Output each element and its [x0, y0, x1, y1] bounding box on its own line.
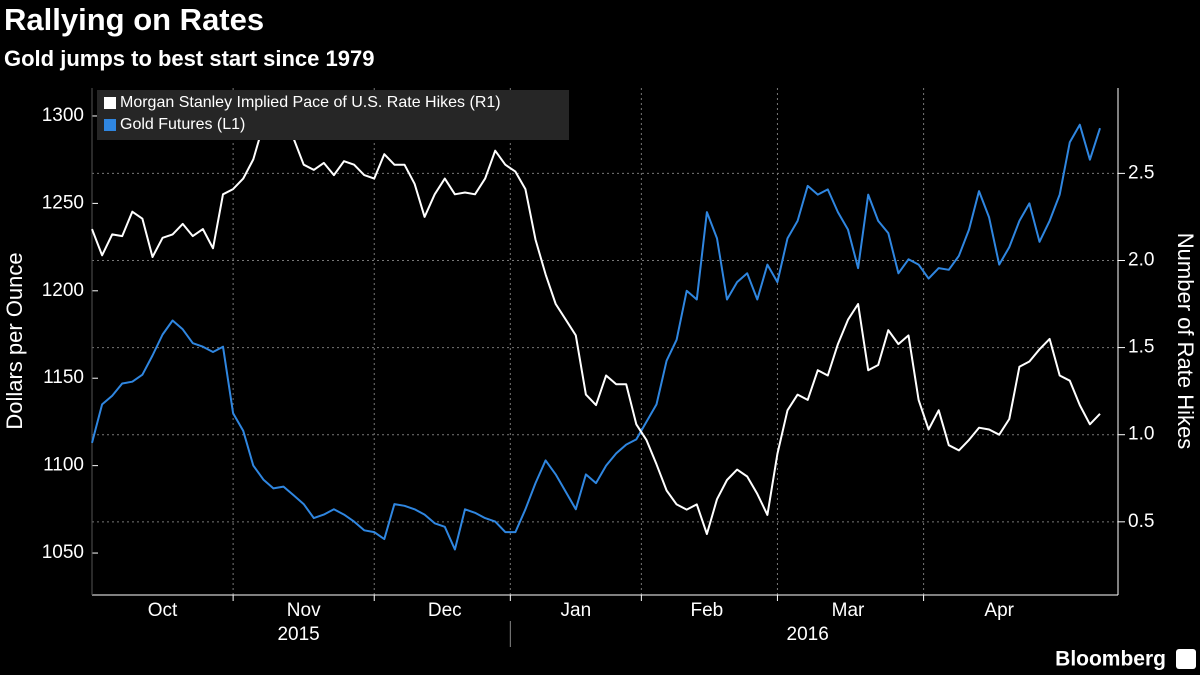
y-tick-label: 1150: [43, 367, 84, 388]
y-tick-label: 1100: [43, 455, 84, 476]
legend-swatch: [104, 119, 116, 131]
x-tick-label: Dec: [428, 600, 462, 621]
legend: Morgan Stanley Implied Pace of U.S. Rate…: [97, 90, 569, 140]
y2-tick-label: 2.5: [1128, 162, 1154, 183]
x-tick-label: Oct: [148, 600, 178, 621]
series-line: [91, 123, 1101, 551]
y2-tick-label: 2.0: [1128, 250, 1154, 271]
x-tick-label: Nov: [287, 600, 321, 621]
y-tick-label: 1250: [42, 192, 84, 213]
x-tick-label: Jan: [561, 600, 592, 621]
chart-subtitle: Gold jumps to best start since 1979: [4, 46, 374, 71]
y-tick-label: 1300: [42, 105, 84, 126]
legend-label: Gold Futures (L1): [120, 116, 245, 133]
source-label: Bloomberg: [1055, 648, 1166, 671]
x-group-label: 2015: [277, 624, 319, 645]
y-tick-label: 1200: [42, 280, 84, 301]
x-group-label: 2016: [787, 624, 829, 645]
y2-axis-label: Number of Rate Hikes: [1173, 233, 1198, 449]
y2-tick-label: 0.5: [1128, 511, 1154, 532]
series-line: [91, 123, 1101, 535]
y-axis-label: Dollars per Ounce: [2, 252, 27, 429]
legend-swatch: [104, 97, 116, 109]
x-tick-label: Mar: [832, 600, 865, 621]
legend-label: Morgan Stanley Implied Pace of U.S. Rate…: [120, 94, 501, 111]
y2-tick-label: 1.5: [1128, 337, 1154, 358]
source-logo: [1176, 649, 1196, 669]
y2-tick-label: 1.0: [1128, 424, 1154, 445]
x-tick-label: Feb: [691, 600, 724, 621]
chart-title: Rallying on Rates: [4, 2, 264, 37]
x-tick-label: Apr: [984, 600, 1014, 621]
y-tick-label: 1050: [42, 542, 84, 563]
legend-box: [97, 90, 569, 140]
